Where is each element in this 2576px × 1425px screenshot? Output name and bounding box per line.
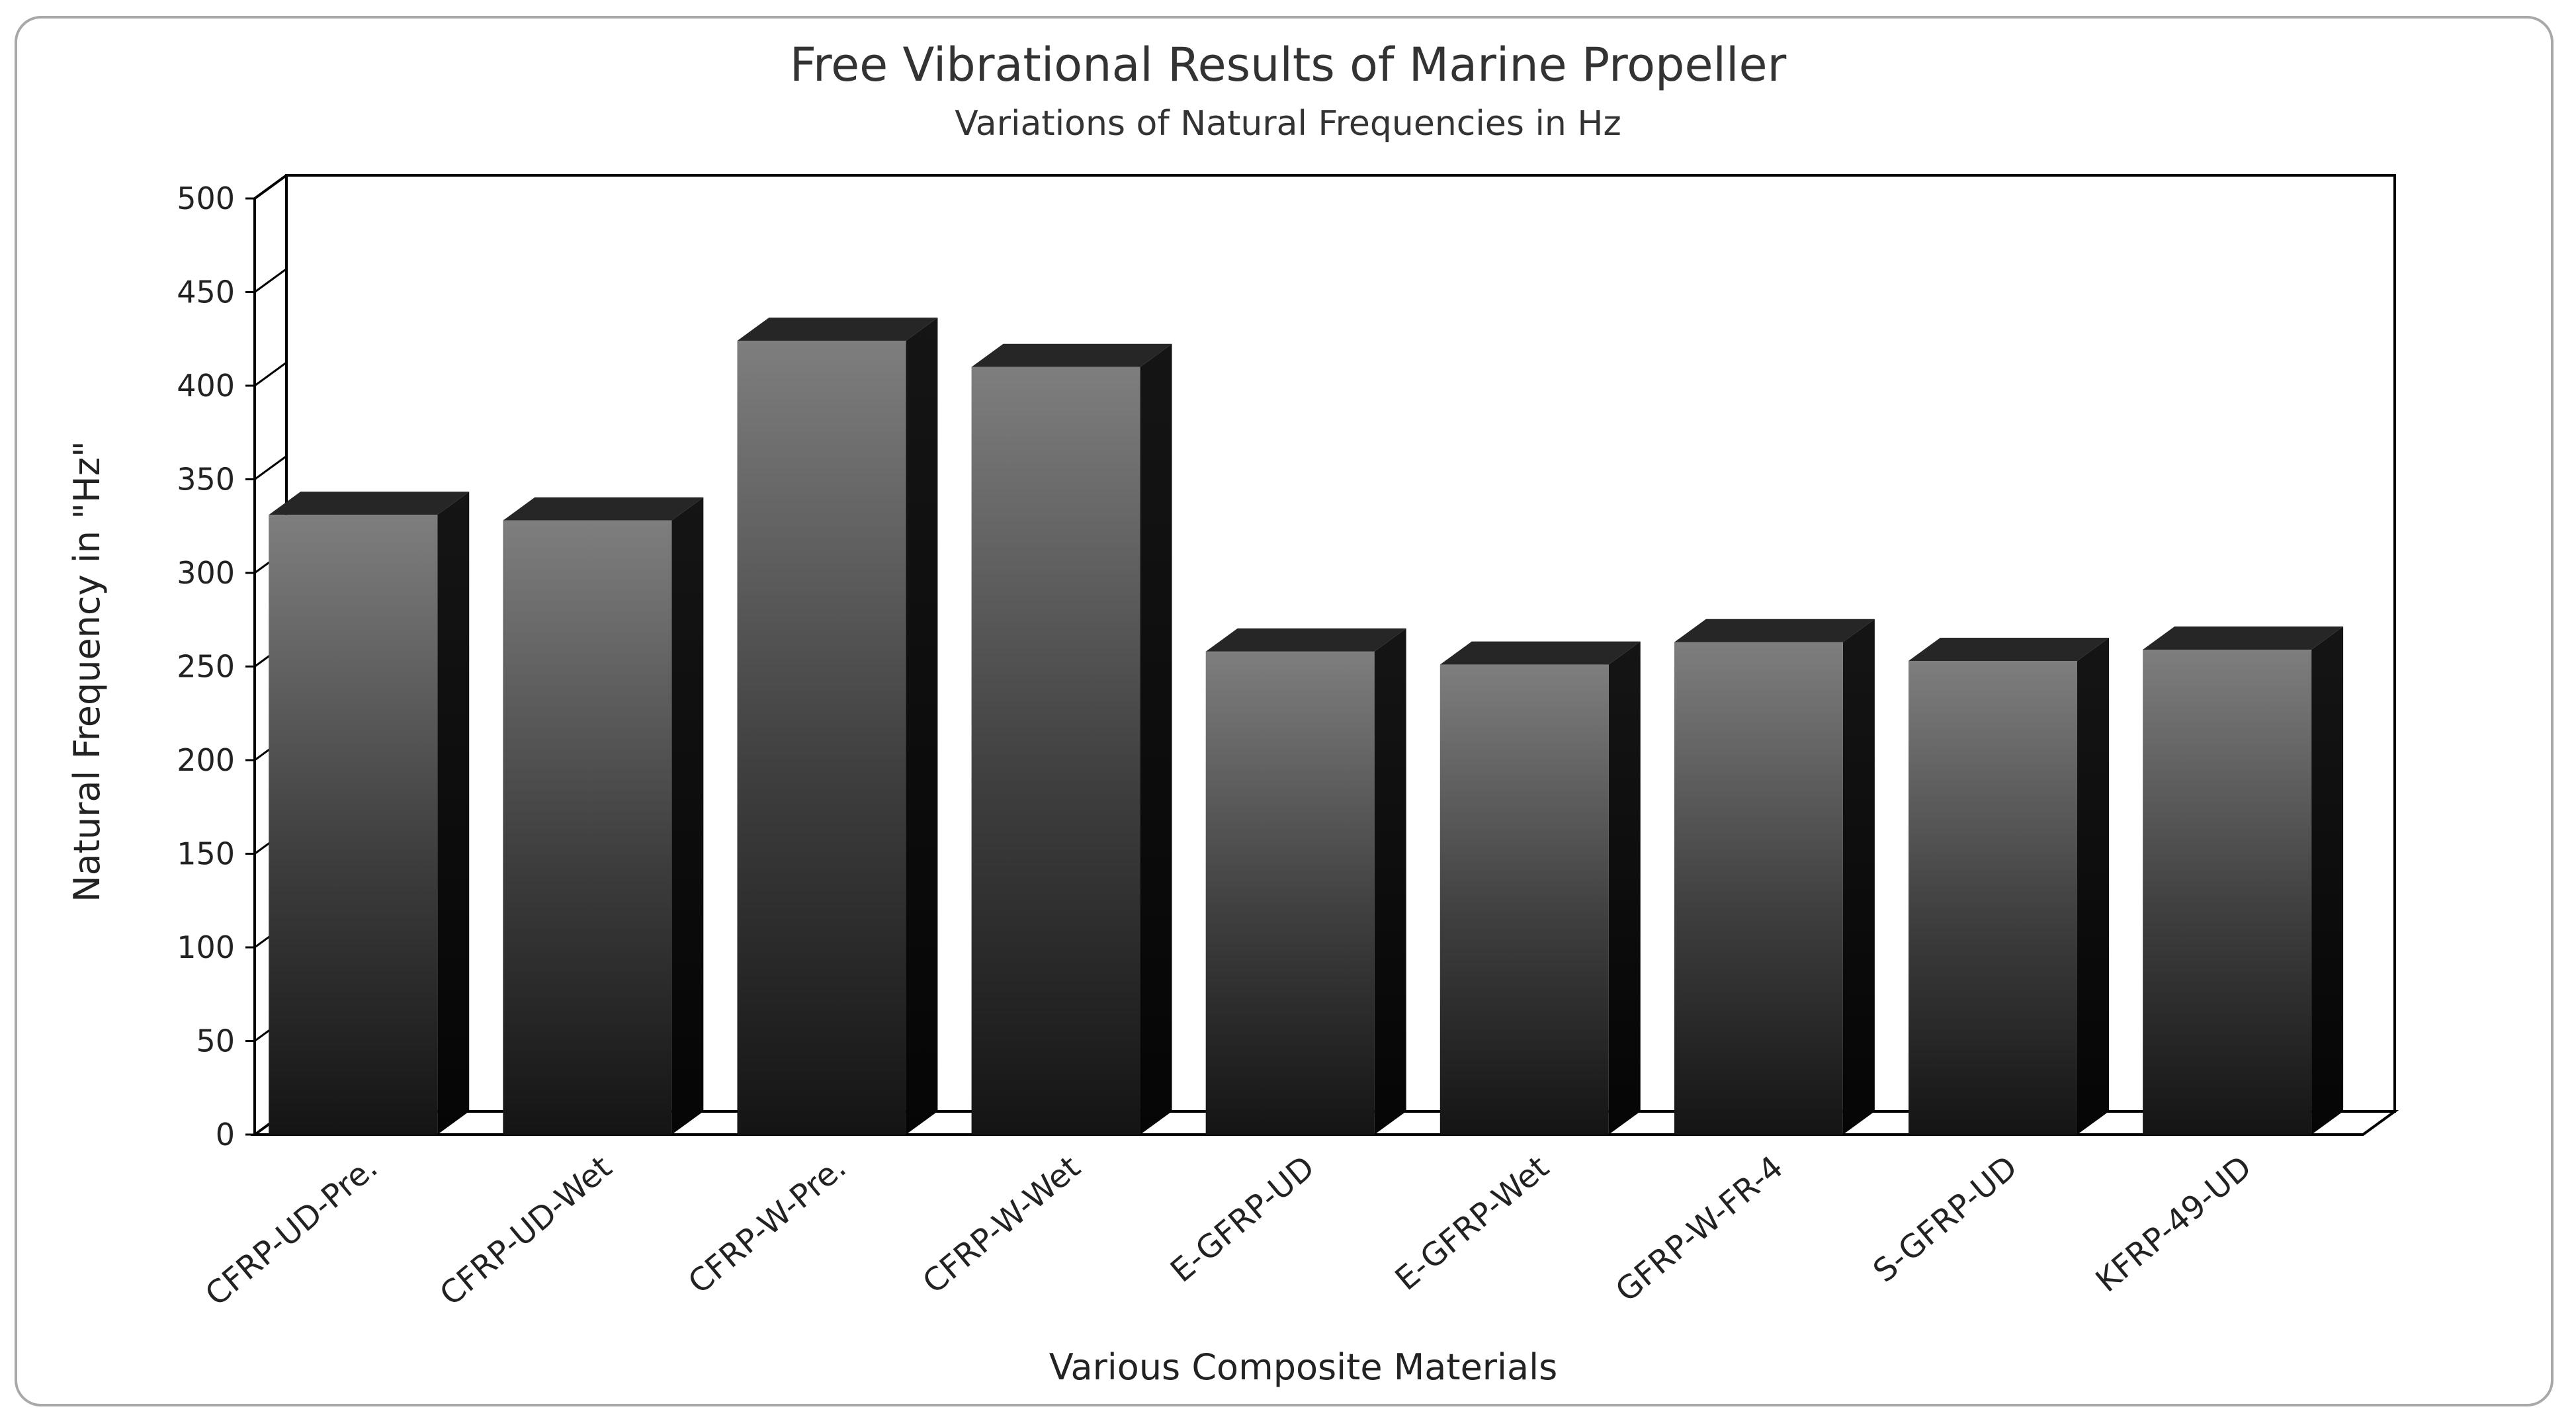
y-tick-label: 300 bbox=[177, 555, 235, 591]
bar bbox=[971, 343, 1172, 1135]
y-tick-depth bbox=[254, 455, 287, 480]
x-category-label: E-GFRP-Wet bbox=[1389, 1148, 1556, 1297]
bar bbox=[503, 497, 704, 1135]
bar-side bbox=[906, 318, 938, 1135]
bar-front bbox=[971, 367, 1140, 1135]
x-category-label: E-GFRP-UD bbox=[1164, 1148, 1322, 1289]
bar-top bbox=[2143, 626, 2344, 650]
bar bbox=[737, 318, 938, 1135]
bar-front bbox=[2143, 650, 2312, 1135]
bar-side bbox=[2077, 638, 2109, 1135]
bar-top bbox=[1205, 628, 1406, 652]
x-category-label: CFRP-W-Pre. bbox=[681, 1148, 853, 1301]
y-tick-label: 200 bbox=[177, 742, 235, 778]
y-tick-label: 400 bbox=[177, 368, 235, 404]
y-tick-depth bbox=[254, 361, 287, 387]
bar-side bbox=[1374, 628, 1406, 1135]
x-axis-title: Various Composite Materials bbox=[1049, 1346, 1557, 1388]
y-tick-label: 100 bbox=[177, 929, 235, 965]
x-category-label: S-GFRP-UD bbox=[1866, 1148, 2024, 1289]
y-tick-label: 150 bbox=[177, 836, 235, 872]
x-category-label: GFRP-W-FR-4 bbox=[1609, 1148, 1790, 1309]
bar-side bbox=[1842, 619, 1875, 1135]
bar bbox=[1909, 638, 2109, 1135]
y-tick-label: 250 bbox=[177, 649, 235, 685]
chart-subtitle: Variations of Natural Frequencies in Hz bbox=[955, 104, 1621, 144]
chart-title: Free Vibrational Results of Marine Prope… bbox=[790, 38, 1787, 92]
y-tick-label: 350 bbox=[177, 462, 235, 497]
bar-front bbox=[503, 520, 672, 1135]
y-tick-depth bbox=[254, 174, 287, 200]
bar-side bbox=[2311, 626, 2344, 1135]
bars bbox=[269, 318, 2344, 1135]
bar bbox=[1439, 641, 1641, 1135]
x-category-label: CFRP-UD-Pre. bbox=[198, 1148, 385, 1313]
bar-front bbox=[737, 341, 906, 1135]
y-axis-title: Natural Frequency in "Hz" bbox=[66, 441, 108, 902]
bar-side bbox=[1140, 343, 1172, 1135]
bar-side bbox=[671, 497, 704, 1135]
y-axis-ticks: 0 50 100 150 200 250 300 350 400 450 500 bbox=[177, 174, 287, 1152]
y-tick-label: 0 bbox=[216, 1117, 235, 1152]
bar-front bbox=[1909, 661, 2077, 1135]
bar-front bbox=[1674, 642, 1843, 1135]
bar-top bbox=[503, 497, 704, 521]
bar-top bbox=[971, 343, 1172, 367]
bar bbox=[2143, 626, 2344, 1135]
y-tick-label: 450 bbox=[177, 275, 235, 310]
y-tick-label: 500 bbox=[177, 181, 235, 216]
bar bbox=[1205, 628, 1406, 1135]
bar-top bbox=[1674, 619, 1875, 642]
x-category-label: CFRP-W-Wet bbox=[916, 1148, 1087, 1301]
bar-top bbox=[1909, 638, 2109, 662]
bar-side bbox=[1608, 641, 1641, 1135]
y-tick-depth bbox=[254, 268, 287, 293]
y-tick-label: 50 bbox=[196, 1023, 235, 1059]
bar bbox=[1674, 619, 1875, 1135]
x-category-label: CFRP-UD-Wet bbox=[433, 1148, 619, 1313]
bar-front bbox=[1439, 664, 1609, 1135]
bar-top bbox=[737, 318, 938, 341]
bar-top bbox=[269, 492, 470, 515]
bar-side bbox=[437, 492, 470, 1135]
x-axis-labels: CFRP-UD-Pre. CFRP-UD-Wet CFRP-W-Pre. CFRP-W… bbox=[198, 1148, 2259, 1313]
bar bbox=[269, 492, 470, 1135]
bar-front bbox=[269, 515, 438, 1135]
x-category-label: KFRP-49-UD bbox=[2089, 1148, 2259, 1299]
bar-top bbox=[1439, 641, 1641, 665]
bar-front bbox=[1205, 651, 1375, 1135]
